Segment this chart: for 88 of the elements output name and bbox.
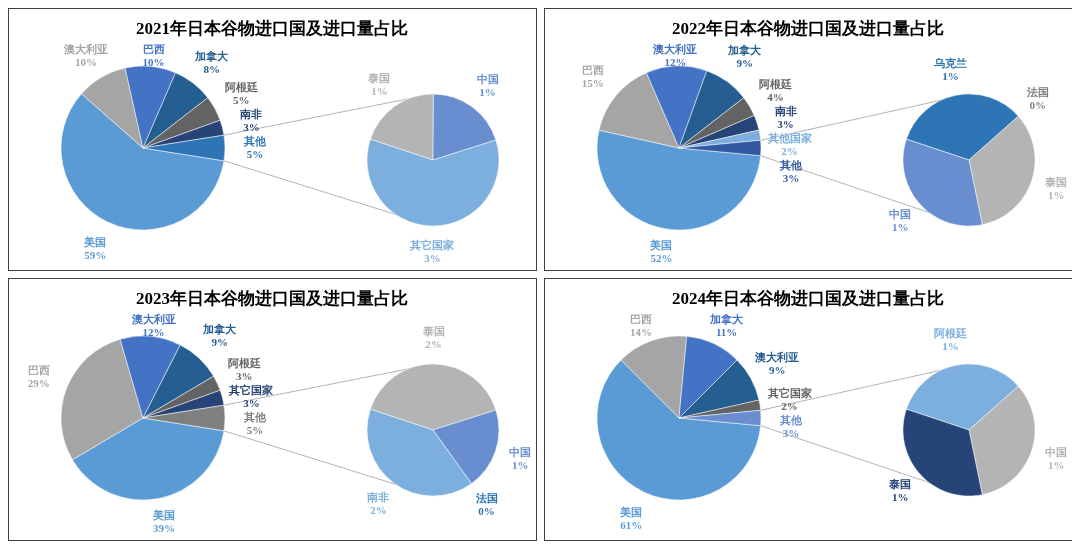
slice-label: 南非 — [773, 104, 797, 117]
data-label: 2% — [781, 400, 798, 413]
category-label: 法国 — [1026, 85, 1049, 98]
data-label: 1% — [891, 491, 909, 504]
slice-label: 中国 — [509, 446, 532, 459]
data-label: 3% — [782, 171, 800, 184]
data-label: 1% — [942, 339, 959, 352]
chart-title: 2022年日本谷物进口国及进口量占比 — [672, 19, 944, 38]
slice-label: 阿根廷 — [227, 357, 261, 370]
slice-label: 加拿大 — [727, 44, 763, 57]
slice-label: 其他 — [779, 158, 803, 172]
slice-label: 巴西 — [142, 43, 165, 55]
slice-label: 南非 — [366, 491, 390, 504]
data-label: 5% — [246, 148, 264, 161]
slice-label: 澳大利亚 — [130, 313, 176, 325]
slice-label: 南非 — [239, 108, 263, 121]
slice-label: 加拿大 — [202, 323, 238, 336]
data-label: 1% — [512, 459, 529, 472]
data-label: 3% — [243, 397, 260, 410]
slice-label: 泰国 — [888, 478, 912, 491]
data-label: 1% — [1048, 459, 1065, 472]
data-label: 9% — [211, 336, 228, 349]
slice-label: 乌克兰 — [932, 56, 967, 69]
data-label: 9% — [736, 57, 754, 70]
data-label: 4% — [767, 90, 784, 103]
slice-label: 其它国家 — [409, 239, 455, 252]
slice-label: 中国 — [889, 208, 912, 221]
data-label: 2% — [370, 504, 387, 517]
slice-label: 其它国家 — [766, 387, 812, 401]
slice-label: 美国 — [649, 239, 673, 251]
data-label: 1% — [371, 85, 388, 98]
text: 0% — [1029, 98, 1047, 111]
slice-label: 泰国 — [1044, 176, 1068, 189]
data-label: 8% — [203, 63, 220, 76]
slice-label: 加拿大 — [194, 50, 230, 63]
data-label: 12% — [664, 56, 687, 68]
data-label: 12% — [142, 326, 165, 338]
data-label: 9% — [768, 364, 786, 377]
category-label: 法国 — [475, 491, 498, 504]
slice-label: 其他国家 — [766, 131, 812, 145]
chart-title: 2021年日本谷物进口国及进口量占比 — [136, 19, 408, 38]
data-label: 11% — [715, 326, 738, 338]
data-label: 3% — [236, 370, 253, 383]
data-label: 1% — [942, 69, 959, 82]
data-label: 61% — [620, 519, 643, 532]
chart-title: 2023年日本谷物进口国及进口量占比 — [136, 289, 408, 308]
data-label: 3% — [424, 252, 441, 264]
chart-title: 2024年日本谷物进口国及进口量占比 — [672, 289, 944, 308]
data-label: 1% — [1048, 189, 1065, 202]
slice-label: 巴西 — [27, 363, 50, 376]
slice-label: 中国 — [476, 72, 499, 85]
data-label: 10% — [74, 56, 97, 68]
data-label: 5% — [246, 424, 264, 437]
slice-label: 其他 — [243, 135, 267, 149]
slice-label: 泰国 — [367, 72, 391, 85]
slice-label: 美国 — [83, 236, 107, 249]
slice-label: 澳大利亚 — [62, 43, 108, 55]
slice-label: 澳大利亚 — [754, 351, 800, 364]
slice-label: 泰国 — [421, 325, 445, 337]
slice-label: 加拿大 — [709, 313, 745, 325]
slice-label: 其他 — [243, 411, 267, 425]
data-label: 3% — [782, 427, 800, 440]
data-label: 5% — [232, 94, 250, 107]
data-label: 15% — [581, 76, 604, 89]
data-label: 3% — [243, 121, 260, 134]
slice-label: 美国 — [619, 506, 643, 519]
slice-label: 巴西 — [581, 63, 604, 76]
slice-label: 澳大利亚 — [652, 43, 698, 55]
slice-label: 中国 — [1045, 446, 1068, 459]
data-label: 2% — [425, 338, 442, 350]
data-label: 29% — [27, 376, 50, 389]
data-label: 39% — [152, 522, 175, 534]
slice-label: 阿根廷 — [758, 77, 792, 90]
data-label: 1% — [479, 85, 496, 98]
slice-label: 其它国家 — [228, 384, 274, 398]
data-label: 3% — [777, 117, 794, 130]
data-label: 10% — [142, 56, 165, 68]
data-label: 14% — [630, 326, 653, 338]
data-label: 59% — [84, 249, 107, 262]
slice-label: 阿根廷 — [933, 326, 967, 339]
slice-label: 其他 — [779, 414, 803, 428]
data-label: 2% — [781, 144, 798, 157]
text: 0% — [478, 504, 495, 517]
slice-label: 阿根廷 — [224, 81, 258, 94]
slice-label: 巴西 — [630, 313, 653, 325]
data-label: 52% — [650, 252, 673, 264]
slice-label: 美国 — [151, 509, 175, 521]
data-label: 1% — [891, 221, 909, 234]
